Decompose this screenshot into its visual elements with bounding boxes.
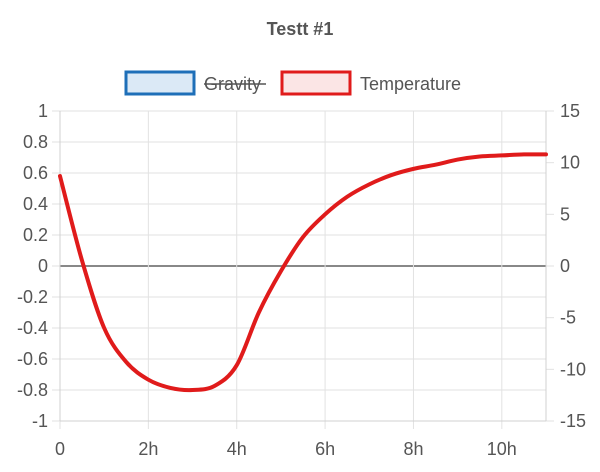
y-left-tick-label: -0.6 bbox=[17, 349, 48, 369]
x-tick-label: 6h bbox=[315, 439, 335, 459]
y-right-tick-label: -5 bbox=[560, 308, 576, 328]
legend-label-temperature: Temperature bbox=[360, 74, 461, 94]
legend-item-gravity[interactable]: Gravity bbox=[124, 70, 266, 96]
y-right-tick-label: -15 bbox=[560, 411, 586, 431]
y-right-tick-label: 0 bbox=[560, 256, 570, 276]
legend: Gravity Temperature bbox=[124, 70, 461, 96]
series-line-temperature bbox=[58, 152, 548, 393]
y-left-tick-label: 0 bbox=[38, 256, 48, 276]
x-tick-label: 2h bbox=[138, 439, 158, 459]
y-left-tick-label: -1 bbox=[32, 411, 48, 431]
grid bbox=[52, 110, 554, 429]
y-left-tick-label: -0.4 bbox=[17, 318, 48, 338]
legend-swatch-gravity bbox=[124, 70, 196, 96]
x-tick-label: 0 bbox=[55, 439, 65, 459]
y-right-tick-label: 10 bbox=[560, 153, 580, 173]
axes bbox=[59, 111, 547, 422]
chart-title: Testt #1 bbox=[267, 19, 334, 39]
y-left-tick-label: 0.8 bbox=[23, 132, 48, 152]
legend-item-temperature[interactable]: Temperature bbox=[280, 70, 461, 96]
y-left-tick-label: -0.8 bbox=[17, 380, 48, 400]
x-tick-label: 4h bbox=[227, 439, 247, 459]
y-left-tick-label: 0.2 bbox=[23, 225, 48, 245]
y-right-tick-label: 5 bbox=[560, 204, 570, 224]
tick-labels: 1 0.8 0.6 0.4 0.2 0 -0.2 -0.4 -0.6 -0.8 -1 15 10 5 0 -5… bbox=[17, 101, 586, 459]
y-right-tick-label: -10 bbox=[560, 359, 586, 379]
series-layer bbox=[58, 152, 548, 393]
y-left-tick-label: 1 bbox=[38, 101, 48, 121]
legend-swatch-temperature bbox=[280, 70, 352, 96]
x-tick-label: 8h bbox=[403, 439, 423, 459]
x-tick-label: 10h bbox=[487, 439, 517, 459]
y-right-tick-label: 15 bbox=[560, 101, 580, 121]
y-left-tick-label: 0.4 bbox=[23, 194, 48, 214]
y-left-tick-label: 0.6 bbox=[23, 163, 48, 183]
y-left-tick-label: -0.2 bbox=[17, 287, 48, 307]
